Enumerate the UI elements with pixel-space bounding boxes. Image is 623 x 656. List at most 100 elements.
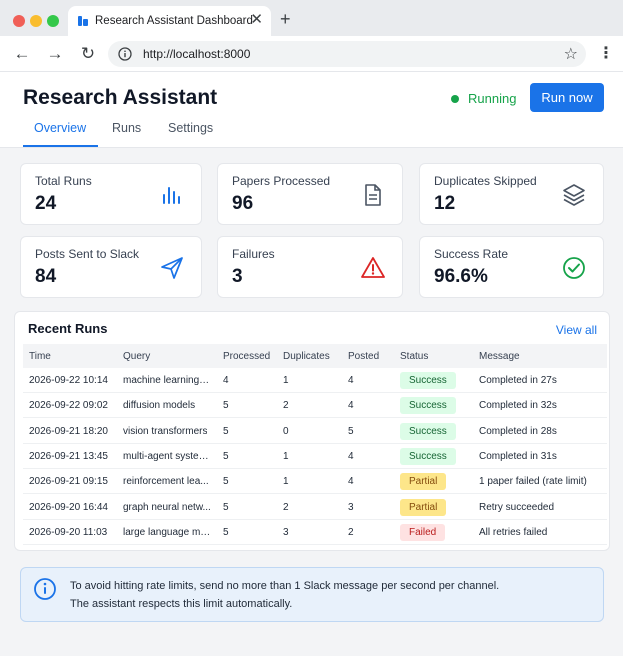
column-header-duplicates[interactable]: Duplicates bbox=[283, 351, 330, 362]
active-tab-underline bbox=[23, 145, 98, 147]
cell-query: diffusion models bbox=[123, 400, 196, 412]
app-header: Research Assistant Running Run now Overv… bbox=[0, 72, 623, 148]
send-icon bbox=[161, 257, 183, 279]
cell-posted: 5 bbox=[348, 425, 354, 437]
stat-card-posts-sent: Posts Sent to Slack 84 bbox=[20, 236, 202, 298]
stat-card-total-runs: Total Runs 24 bbox=[20, 163, 202, 225]
url-text[interactable]: http://localhost:8000 bbox=[143, 47, 251, 61]
tab-runs[interactable]: Runs bbox=[112, 121, 142, 135]
close-tab-icon[interactable]: ✕ bbox=[250, 11, 263, 28]
run-now-button[interactable]: Run now bbox=[530, 83, 604, 112]
status-label: Running bbox=[468, 91, 517, 106]
table-row[interactable]: 2026-09-22 09:02 diffusion models 5 2 4 Compl… bbox=[23, 393, 607, 419]
stat-value: 24 bbox=[35, 193, 57, 214]
reload-icon[interactable]: ↻ bbox=[80, 44, 96, 63]
browser-tabstrip: Research Assistant Dashboard ✕ + bbox=[0, 0, 623, 36]
stat-label: Success Rate bbox=[434, 247, 509, 261]
check-circle-icon bbox=[563, 257, 585, 279]
bookmark-star-icon[interactable]: ☆ bbox=[563, 46, 578, 63]
browser-menu-icon[interactable]: ⋮ bbox=[598, 45, 614, 62]
cell-processed: 4 bbox=[223, 375, 229, 386]
column-header-query[interactable]: Query bbox=[123, 351, 151, 362]
table-row[interactable]: 2026-09-20 11:03 large language mo... 5 3 2 A… bbox=[23, 520, 607, 545]
status-badge: Success bbox=[400, 372, 456, 389]
forward-arrow-icon[interactable]: → bbox=[46, 44, 64, 63]
column-header-time[interactable]: Time bbox=[29, 351, 51, 362]
stat-value: 96.6% bbox=[434, 266, 488, 287]
cell-message: Completed in 31s bbox=[479, 450, 557, 462]
cell-message: Completed in 28s bbox=[479, 425, 557, 437]
favicon-icon bbox=[78, 16, 88, 26]
stat-card-success-rate: Success Rate 96.6% bbox=[419, 236, 604, 298]
warning-icon bbox=[361, 257, 385, 278]
cell-duplicates: 2 bbox=[283, 400, 289, 412]
column-header-message[interactable]: Message bbox=[479, 351, 520, 362]
cell-processed: 5 bbox=[223, 476, 229, 488]
rate-limit-notice: To avoid hitting rate limits, send no mo… bbox=[20, 567, 604, 622]
column-header-posted[interactable]: Posted bbox=[348, 351, 380, 362]
cell-time: 2026-09-22 10:14 bbox=[29, 375, 108, 386]
stat-value: 12 bbox=[434, 193, 456, 214]
recent-runs-title: Recent Runs bbox=[28, 321, 108, 336]
browser-toolbar: ← → ↻ http://localhost:8000 ☆ ⋮ bbox=[0, 36, 623, 72]
view-all-link[interactable]: View all bbox=[555, 323, 597, 337]
cell-processed: 5 bbox=[223, 425, 229, 437]
page-title: Research Assistant bbox=[23, 86, 218, 109]
new-tab-button[interactable]: + bbox=[280, 9, 291, 29]
document-icon bbox=[365, 184, 381, 206]
cell-processed: 5 bbox=[223, 501, 229, 513]
cell-message: Retry succeeded bbox=[479, 501, 555, 513]
address-bar[interactable]: http://localhost:8000 ☆ bbox=[108, 41, 586, 67]
cell-time: 2026-09-20 16:44 bbox=[29, 501, 108, 513]
status-badge: Partial bbox=[400, 498, 447, 516]
cell-duplicates: 3 bbox=[283, 526, 289, 538]
status-badge: Success bbox=[400, 422, 456, 440]
cell-duplicates: 0 bbox=[283, 425, 289, 437]
cell-query: reinforcement lea... bbox=[123, 476, 209, 488]
maximize-window-button[interactable] bbox=[47, 15, 59, 27]
stat-label: Posts Sent to Slack bbox=[35, 247, 140, 261]
table-row[interactable]: 2026-09-22 10:14 machine learning a... 4 1 4… bbox=[23, 368, 607, 393]
table-row[interactable]: 2026-09-21 18:20 vision transformers 5 0 5 Co… bbox=[23, 419, 607, 444]
stat-value: 84 bbox=[35, 266, 57, 287]
recent-runs-panel: Recent Runs View all Time Query Processe… bbox=[14, 311, 610, 551]
minimize-window-button[interactable] bbox=[30, 15, 42, 27]
cell-posted: 3 bbox=[348, 501, 354, 513]
column-header-processed[interactable]: Processed bbox=[223, 351, 271, 362]
stat-label: Duplicates Skipped bbox=[434, 174, 537, 188]
browser-tab[interactable]: Research Assistant Dashboard ✕ bbox=[68, 6, 271, 36]
cell-duplicates: 1 bbox=[283, 375, 289, 386]
table-row[interactable]: 2026-09-20 16:44 graph neural netw... 5 2 3 R… bbox=[23, 495, 607, 520]
tab-settings[interactable]: Settings bbox=[168, 121, 214, 135]
notice-line-2: The assistant respects this limit automa… bbox=[70, 598, 293, 610]
cell-posted: 4 bbox=[348, 375, 354, 386]
table-row[interactable]: 2026-09-21 09:15 reinforcement lea... 5 1 4 1… bbox=[23, 469, 607, 495]
bar-chart-icon bbox=[163, 187, 180, 204]
cell-processed: 5 bbox=[223, 526, 229, 538]
status-badge: Success bbox=[400, 447, 456, 465]
tab-overview[interactable]: Overview bbox=[34, 121, 87, 135]
cell-query: vision transformers bbox=[123, 425, 208, 437]
stat-card-duplicates-skipped: Duplicates Skipped 12 bbox=[419, 163, 604, 225]
cell-posted: 4 bbox=[348, 476, 354, 488]
cell-message: 1 paper failed (rate limit) bbox=[479, 476, 587, 488]
stat-card-papers-processed: Papers Processed 96 bbox=[217, 163, 403, 225]
close-window-button[interactable] bbox=[13, 15, 25, 27]
stat-label: Papers Processed bbox=[232, 174, 331, 188]
cell-message: Completed in 32s bbox=[479, 400, 557, 412]
cell-duplicates: 1 bbox=[283, 476, 289, 488]
status-badge: Success bbox=[400, 397, 456, 415]
table-header: Time Query Processed Duplicates Posted S… bbox=[23, 344, 607, 368]
cell-duplicates: 1 bbox=[283, 450, 289, 462]
stat-value: 96 bbox=[232, 193, 254, 214]
cell-time: 2026-09-20 11:03 bbox=[29, 526, 108, 538]
column-header-status[interactable]: Status bbox=[400, 351, 429, 362]
back-arrow-icon[interactable]: ← bbox=[13, 44, 31, 63]
tab-title: Research Assistant Dashboard bbox=[95, 15, 253, 27]
cell-posted: 4 bbox=[348, 450, 354, 462]
site-info-icon[interactable] bbox=[118, 47, 132, 61]
cell-processed: 5 bbox=[223, 450, 229, 462]
cell-time: 2026-09-21 09:15 bbox=[29, 476, 108, 488]
table-row[interactable]: 2026-09-21 13:45 multi-agent systems 5 1 4 Co… bbox=[23, 444, 607, 469]
layers-icon bbox=[563, 184, 585, 206]
